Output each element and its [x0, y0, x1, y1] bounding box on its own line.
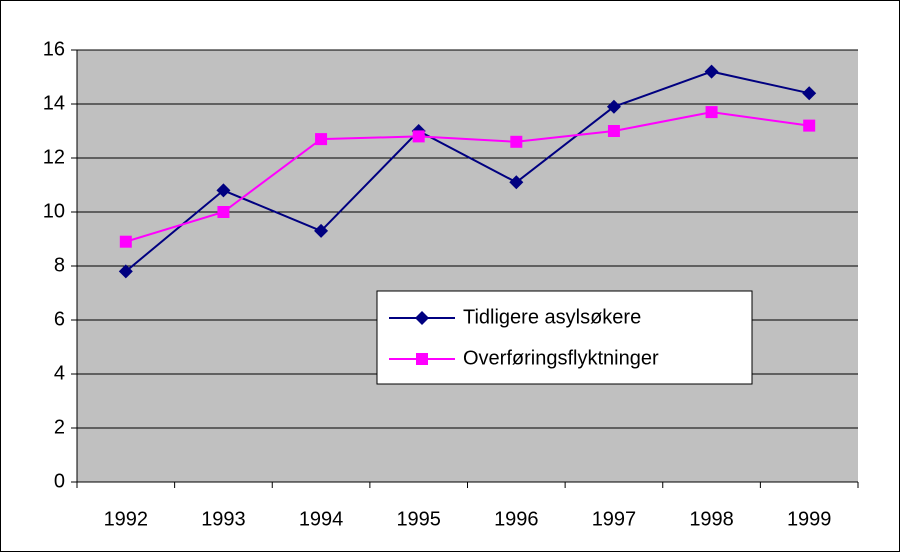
x-tick-label: 1999 [787, 508, 832, 530]
y-tick-label: 4 [54, 362, 65, 384]
point-marker [606, 99, 621, 114]
line [125, 111, 810, 243]
point-marker [118, 264, 133, 279]
y-tick-label: 14 [43, 92, 65, 114]
point-marker [509, 175, 524, 190]
point-marker [510, 135, 523, 148]
y-tick-label: 8 [54, 254, 65, 276]
x-tick-label: 1998 [689, 508, 734, 530]
point-marker [607, 125, 620, 137]
y-tick-label: 6 [54, 308, 65, 330]
x-tick-label: 1992 [104, 508, 149, 530]
point-marker [314, 223, 329, 238]
point-marker [416, 353, 428, 365]
y-tick-label: 12 [43, 146, 65, 168]
x-tick-label: 1997 [592, 508, 637, 530]
legend-label: Tidligere asylsøkere [463, 306, 641, 328]
x-tick-label: 1996 [494, 508, 539, 530]
y-tick-label: 2 [54, 416, 65, 438]
x-tick-label: 1993 [201, 508, 246, 530]
legend-label: Overføringsflyktninger [463, 347, 659, 369]
point-marker [705, 106, 718, 119]
point-marker [217, 206, 230, 218]
point-marker [119, 235, 132, 248]
point-marker [803, 119, 816, 132]
y-tick-label: 10 [43, 200, 65, 222]
x-tick-label: 1994 [299, 508, 344, 530]
point-marker [412, 130, 425, 143]
y-tick-label: 0 [54, 470, 65, 492]
legend-box [376, 290, 753, 385]
point-marker [216, 183, 231, 198]
y-tick-label: 16 [43, 38, 65, 60]
point-marker [802, 86, 817, 101]
x-tick-label: 1995 [396, 508, 441, 530]
point-marker [704, 64, 719, 79]
point-marker [415, 311, 429, 325]
point-marker [315, 133, 328, 146]
line [125, 70, 810, 273]
